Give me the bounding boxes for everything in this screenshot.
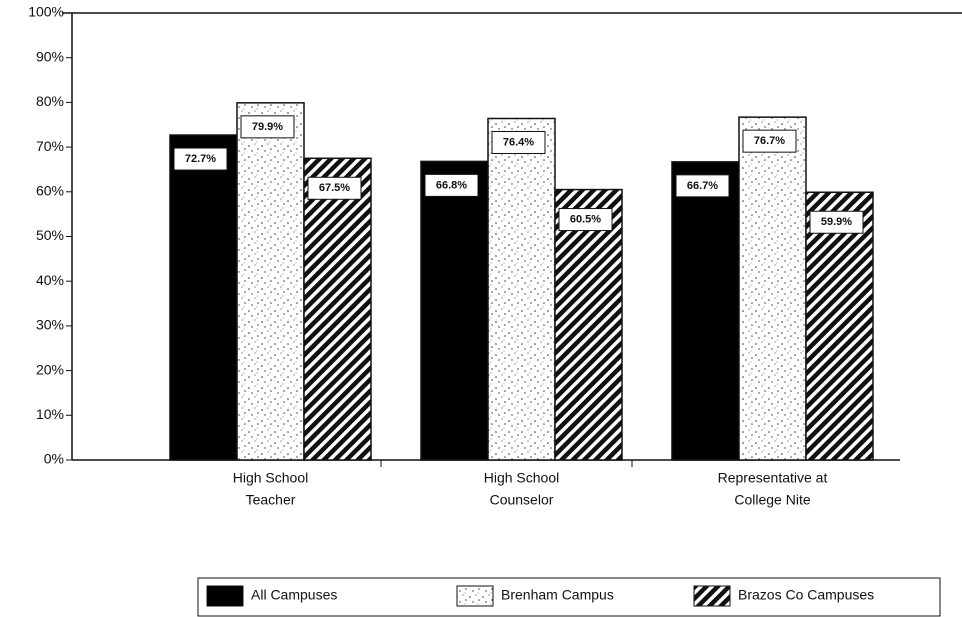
y-tick-label: 90% — [36, 48, 64, 64]
bar — [805, 191, 874, 461]
value-label: 60.5% — [570, 213, 601, 225]
value-label-box — [742, 129, 797, 153]
legend-swatch — [456, 585, 494, 607]
y-tick-label: 80% — [36, 93, 64, 109]
bar — [487, 117, 556, 461]
value-label-box — [675, 174, 730, 198]
legend-swatch — [206, 585, 244, 607]
bar — [671, 161, 740, 461]
value-label-box — [240, 115, 295, 139]
x-tick-label: Representative at — [718, 470, 828, 486]
legend-label: All Campuses — [251, 587, 337, 603]
value-label: 76.7% — [754, 135, 785, 147]
value-label-box — [558, 208, 613, 232]
bar — [236, 102, 305, 461]
legend-label: Brenham Campus — [501, 587, 614, 603]
bar — [420, 160, 489, 461]
y-tick-label: 60% — [36, 183, 64, 199]
y-tick-label: 30% — [36, 317, 64, 333]
legend-box — [197, 577, 941, 617]
value-label: 67.5% — [319, 182, 350, 194]
value-label-box — [809, 210, 864, 234]
y-tick-label: 100% — [28, 4, 64, 20]
x-tick-label: High School — [233, 470, 309, 486]
y-tick-label: 10% — [36, 406, 64, 422]
x-tick-label: Counselor — [490, 492, 554, 508]
y-tick-label: 0% — [44, 451, 64, 467]
y-tick-label: 20% — [36, 361, 64, 377]
y-tick-label: 70% — [36, 138, 64, 154]
x-tick-label: Teacher — [246, 492, 296, 508]
value-label-box — [307, 176, 362, 200]
value-label: 66.7% — [687, 180, 718, 192]
value-label: 66.8% — [436, 179, 467, 191]
value-label-box — [424, 173, 479, 197]
y-tick-label: 50% — [36, 227, 64, 243]
bar — [303, 157, 372, 461]
x-tick-label: College Nite — [734, 492, 810, 508]
x-tick-label: High School — [484, 470, 560, 486]
legend-swatch — [693, 585, 731, 607]
value-label-box — [173, 147, 228, 171]
bar — [169, 134, 238, 461]
value-label: 76.4% — [503, 136, 534, 148]
value-label: 72.7% — [185, 153, 216, 165]
value-label: 59.9% — [821, 216, 852, 228]
legend-label: Brazos Co Campuses — [738, 587, 874, 603]
bar — [738, 116, 807, 461]
bar — [554, 188, 623, 461]
value-label: 79.9% — [252, 121, 283, 133]
y-tick-label: 40% — [36, 272, 64, 288]
value-label-box — [491, 130, 546, 154]
